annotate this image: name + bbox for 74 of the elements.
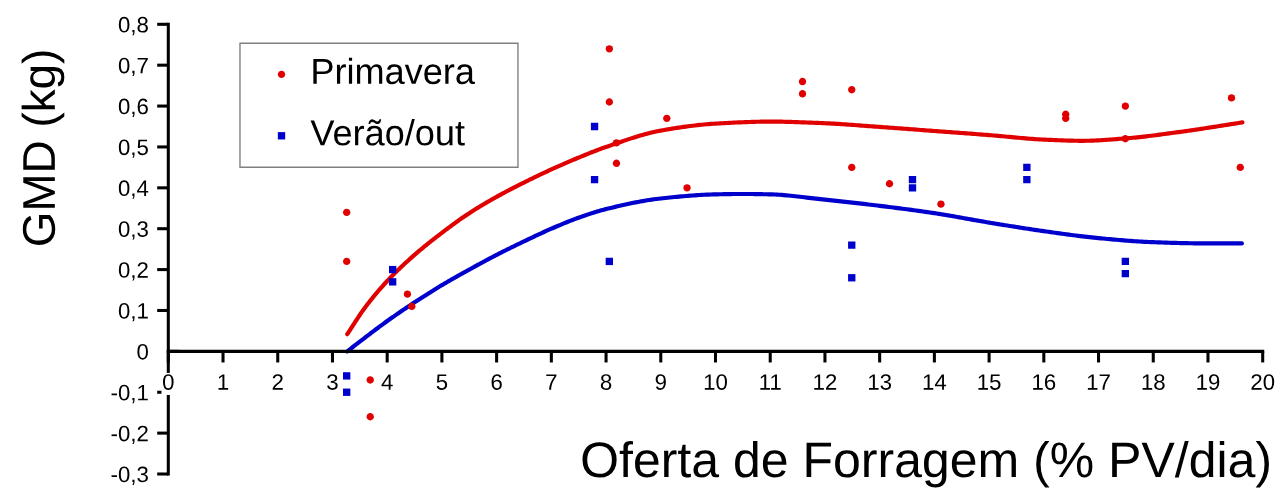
x-tick-label: 0 <box>162 374 174 390</box>
point <box>590 175 599 184</box>
x-tick-label: 1 <box>218 374 229 390</box>
x-axis-title: Oferta de Forragem (% PV/dia) <box>582 440 1269 488</box>
x-tick-label: 7 <box>546 374 557 390</box>
point <box>612 139 621 147</box>
point <box>663 114 671 122</box>
point <box>343 388 351 396</box>
x-tick-label: 8 <box>600 374 612 390</box>
x-tick-label: 10 <box>704 374 727 390</box>
point <box>908 175 917 184</box>
y-tick-label: 0 <box>137 343 148 360</box>
legend-label: Verão/out <box>310 119 465 146</box>
point <box>1227 94 1236 102</box>
x-tick-label: 20 <box>1251 374 1275 390</box>
point <box>683 184 691 192</box>
point <box>1121 270 1130 278</box>
point <box>590 122 599 131</box>
x-tick-label: 2 <box>272 374 283 390</box>
point <box>605 45 614 53</box>
point <box>403 290 412 298</box>
point <box>848 163 856 172</box>
point <box>605 257 614 266</box>
y-tick-label: -0,3 <box>111 466 148 485</box>
x-tick-label: 16 <box>1033 374 1056 390</box>
point <box>605 98 614 106</box>
x-tick-label: 17 <box>1087 374 1110 390</box>
point <box>388 278 397 286</box>
x-tick-label: 4 <box>381 374 393 390</box>
x-tick-label: 13 <box>869 374 892 390</box>
y-tick-label: 0,3 <box>118 221 148 240</box>
y-tick-label: -0,1 <box>111 384 148 404</box>
legend-label: Primavera <box>313 57 475 85</box>
y-tick-label: 0,2 <box>118 262 148 281</box>
point <box>848 274 856 282</box>
y-tick-label: -0,2 <box>111 425 148 445</box>
point <box>388 265 397 274</box>
point <box>612 159 621 167</box>
y-tick-label: 0,6 <box>118 98 148 117</box>
x-tick-label: 12 <box>814 374 837 390</box>
y-tick-label: 0,1 <box>118 303 148 322</box>
point <box>798 77 807 86</box>
point <box>848 86 856 94</box>
point <box>908 184 917 192</box>
y-tick-label: 0,4 <box>118 180 149 199</box>
point <box>408 302 416 311</box>
point <box>343 257 351 266</box>
x-tick-label: 5 <box>436 374 448 390</box>
x-tick-label: 3 <box>327 374 338 390</box>
y-tick-label: 0,7 <box>118 57 148 77</box>
point <box>937 200 945 208</box>
y-axis-title: GMD (kg) <box>21 51 65 245</box>
point <box>1121 257 1130 266</box>
x-tick-label: 14 <box>923 374 947 390</box>
point <box>1121 102 1130 110</box>
point <box>798 90 807 98</box>
point <box>1023 163 1031 172</box>
point <box>848 241 856 249</box>
x-tick-label: 19 <box>1197 374 1220 390</box>
point <box>1023 175 1031 184</box>
x-tick-label: 18 <box>1142 374 1165 390</box>
point <box>343 208 351 217</box>
y-tick-label: 0,5 <box>118 139 148 158</box>
x-tick-label: 6 <box>491 374 502 390</box>
point <box>366 413 374 421</box>
point <box>885 180 894 188</box>
point <box>1236 163 1244 172</box>
y-tick-label: 0,8 <box>118 16 148 36</box>
x-tick-label: 9 <box>655 374 666 390</box>
point <box>343 372 351 380</box>
point <box>366 376 374 384</box>
x-tick-label: 15 <box>978 374 1001 390</box>
x-tick-label: 11 <box>760 374 781 390</box>
point <box>1121 135 1130 143</box>
